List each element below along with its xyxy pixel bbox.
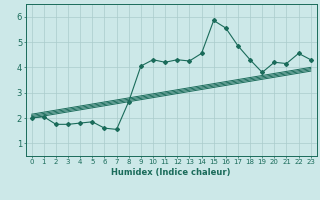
X-axis label: Humidex (Indice chaleur): Humidex (Indice chaleur) <box>111 168 231 177</box>
